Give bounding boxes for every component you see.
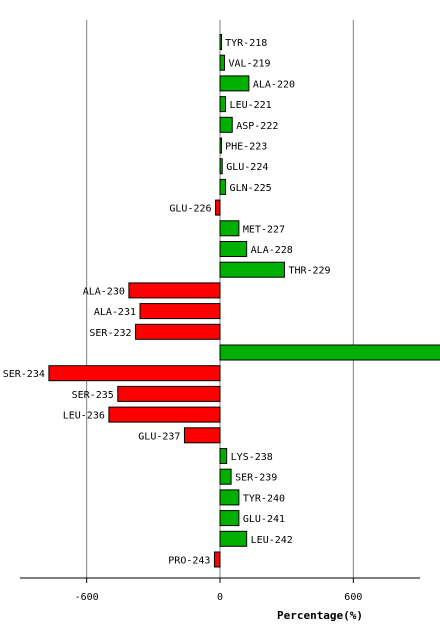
- bar-label-pro-243: PRO-243: [168, 556, 210, 567]
- bar-label-thr-229: THR-229: [288, 266, 330, 277]
- bar-label-ser-234: SER-234: [3, 369, 45, 380]
- bar-label-ser-232: SER-232: [89, 328, 131, 339]
- bar-met-227: [219, 220, 240, 237]
- bar-ser-234: [48, 365, 221, 382]
- x-axis-title: Percentage(%): [277, 609, 363, 622]
- x-tick-label-1: -600: [75, 592, 99, 603]
- bar-thr-229: [219, 261, 285, 278]
- bar-label-ala-220: ALA-220: [253, 79, 295, 90]
- x-tick-label-2: 0: [217, 592, 223, 603]
- bar-glu-224: [219, 158, 223, 175]
- bar-label-leu-236: LEU-236: [63, 411, 105, 422]
- bar-label-glu-226: GLU-226: [169, 204, 211, 215]
- bar-label-glu-241: GLU-241: [243, 514, 285, 525]
- bar-label-ala-231: ALA-231: [94, 307, 136, 318]
- bar-val-219: [219, 54, 225, 71]
- bar-label-glu-237: GLU-237: [138, 431, 180, 442]
- bar-gln-225: [219, 178, 227, 195]
- bar-label-tyr-240: TYR-240: [243, 493, 285, 504]
- bar-ser-235: [117, 385, 221, 402]
- bars: [48, 34, 440, 568]
- bar-ala-228: [219, 241, 248, 257]
- bar-label-tyr-218: TYR-218: [225, 38, 267, 49]
- bar-label-asp-222: ASP-222: [236, 121, 278, 132]
- bar-lys-238: [219, 448, 228, 464]
- bar-label-ser-235: SER-235: [72, 390, 114, 401]
- bar-glu-237: [183, 427, 221, 444]
- bar-label-leu-242: LEU-242: [251, 535, 293, 546]
- bar-leu-221: [219, 96, 227, 113]
- bar-labels: TYR-218 VAL-219 ALA-220 LEU-221 ASP-222 PHE-2…: [3, 38, 331, 567]
- bar-label-ala-228: ALA-228: [251, 245, 293, 256]
- bar-ser-233: [219, 344, 440, 361]
- bar-label-leu-221: LEU-221: [230, 100, 272, 111]
- bar-label-glu-224: GLU-224: [226, 162, 268, 173]
- bar-phe-223: [219, 137, 222, 154]
- bar-glu-241: [219, 510, 240, 527]
- bar-ser-232: [135, 323, 221, 340]
- bar-label-ala-230: ALA-230: [83, 286, 125, 297]
- bar-label-ser-239: SER-239: [235, 473, 277, 484]
- x-tick-label-3: 600: [344, 592, 362, 603]
- grid-lines: [86, 20, 354, 578]
- bar-label-phe-223: PHE-223: [225, 142, 267, 153]
- bar-ser-239: [219, 468, 232, 485]
- bar-label-met-227: MET-227: [243, 224, 285, 235]
- x-axis: -1200-60006001200: [20, 577, 420, 603]
- bar-ala-231: [139, 303, 221, 320]
- bar-ala-230: [128, 282, 221, 299]
- bar-asp-222: [219, 116, 233, 133]
- bar-label-gln-225: GLN-225: [230, 183, 272, 194]
- bar-glu-226: [215, 199, 221, 216]
- bar-pro-243: [213, 551, 221, 568]
- bar-leu-236: [108, 406, 221, 423]
- bar-leu-242: [219, 530, 248, 547]
- bar-label-val-219: VAL-219: [228, 59, 270, 70]
- bar-ala-220: [219, 75, 250, 92]
- bar-tyr-218: [219, 34, 222, 50]
- bar-tyr-240: [219, 489, 240, 506]
- bar-label-lys-238: LYS-238: [231, 452, 273, 463]
